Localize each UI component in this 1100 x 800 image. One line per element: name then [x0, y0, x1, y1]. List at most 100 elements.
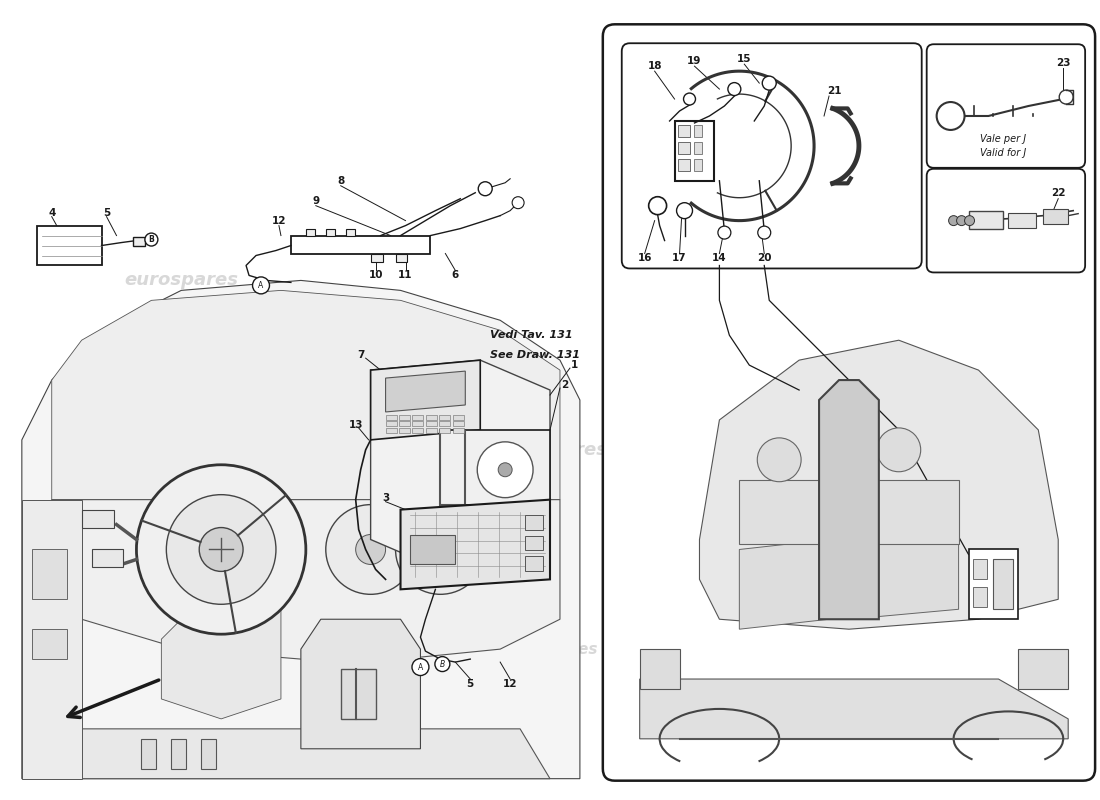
Bar — [290, 235, 430, 254]
Bar — [412, 428, 424, 433]
Bar — [678, 159, 690, 170]
Bar — [439, 415, 450, 420]
Bar — [410, 534, 455, 565]
Text: 2: 2 — [561, 380, 569, 390]
Polygon shape — [371, 360, 481, 440]
Bar — [678, 142, 690, 154]
Polygon shape — [820, 380, 879, 619]
Polygon shape — [640, 320, 1078, 739]
Bar — [1009, 213, 1036, 228]
Text: 12: 12 — [503, 679, 517, 689]
Text: 18: 18 — [648, 61, 662, 71]
Bar — [1019, 649, 1068, 689]
Text: 13: 13 — [349, 420, 363, 430]
Text: 22: 22 — [1050, 188, 1066, 198]
Text: Vale per J: Vale per J — [980, 134, 1026, 144]
Text: 10: 10 — [368, 270, 383, 281]
Text: A: A — [418, 662, 424, 671]
Text: 12: 12 — [272, 216, 286, 226]
Text: 17: 17 — [672, 254, 686, 263]
Bar — [326, 229, 334, 235]
Text: 11: 11 — [398, 270, 412, 281]
Text: A: A — [258, 281, 264, 290]
Bar — [36, 226, 101, 266]
Bar — [972, 559, 988, 579]
Polygon shape — [640, 679, 1068, 739]
Bar — [412, 422, 424, 426]
Bar — [694, 142, 703, 154]
Bar — [172, 739, 186, 769]
Circle shape — [136, 465, 306, 634]
Circle shape — [326, 505, 416, 594]
Text: B: B — [148, 235, 154, 244]
Circle shape — [478, 182, 492, 196]
Bar — [306, 229, 315, 235]
Circle shape — [253, 277, 270, 294]
Bar — [678, 125, 690, 137]
Circle shape — [199, 527, 243, 571]
Circle shape — [728, 82, 740, 95]
Bar — [440, 430, 550, 505]
Bar — [426, 428, 437, 433]
Bar — [386, 415, 396, 420]
Circle shape — [649, 197, 667, 214]
Polygon shape — [22, 281, 580, 778]
Circle shape — [513, 197, 524, 209]
Text: 5: 5 — [103, 208, 110, 218]
Bar — [1043, 209, 1068, 224]
Bar — [91, 550, 123, 567]
Bar — [426, 422, 437, 426]
Text: 6: 6 — [452, 270, 459, 281]
Bar — [399, 415, 410, 420]
Circle shape — [758, 226, 771, 239]
Bar — [640, 649, 680, 689]
Circle shape — [683, 93, 695, 105]
Bar — [142, 739, 156, 769]
Bar — [201, 739, 217, 769]
Bar — [525, 514, 543, 530]
Bar — [439, 422, 450, 426]
Text: B: B — [440, 659, 446, 669]
Bar — [32, 550, 67, 599]
Circle shape — [434, 657, 450, 671]
Text: 3: 3 — [382, 493, 389, 502]
Polygon shape — [700, 340, 1058, 630]
Circle shape — [498, 462, 513, 477]
Bar — [386, 422, 396, 426]
Text: 1: 1 — [571, 360, 579, 370]
Circle shape — [757, 438, 801, 482]
Bar — [396, 254, 407, 262]
Text: 15: 15 — [737, 54, 751, 64]
Bar — [81, 510, 113, 527]
Bar — [133, 237, 145, 246]
Bar — [525, 557, 543, 571]
Polygon shape — [301, 619, 420, 749]
Bar — [993, 559, 1013, 610]
Bar — [386, 428, 396, 433]
Circle shape — [396, 505, 485, 594]
Bar — [694, 159, 703, 170]
Text: 5: 5 — [466, 679, 474, 689]
Circle shape — [965, 216, 975, 226]
Text: 23: 23 — [1056, 58, 1070, 68]
FancyBboxPatch shape — [603, 24, 1096, 781]
Text: Vedi Tav. 131: Vedi Tav. 131 — [491, 330, 573, 340]
Circle shape — [718, 226, 730, 239]
Bar — [32, 630, 67, 659]
FancyBboxPatch shape — [926, 169, 1085, 273]
Text: 7: 7 — [358, 350, 364, 360]
Text: eurospares: eurospares — [124, 271, 239, 290]
Circle shape — [426, 534, 455, 565]
Text: eurospares: eurospares — [502, 642, 598, 657]
Text: 19: 19 — [688, 56, 702, 66]
Polygon shape — [52, 290, 560, 500]
Bar — [453, 428, 464, 433]
Text: eurospares: eurospares — [103, 572, 199, 587]
Polygon shape — [739, 539, 829, 630]
Circle shape — [1059, 90, 1074, 104]
Text: 8: 8 — [337, 176, 344, 186]
Bar — [694, 125, 703, 137]
Circle shape — [166, 494, 276, 604]
Polygon shape — [371, 360, 550, 570]
Bar — [968, 210, 1003, 229]
